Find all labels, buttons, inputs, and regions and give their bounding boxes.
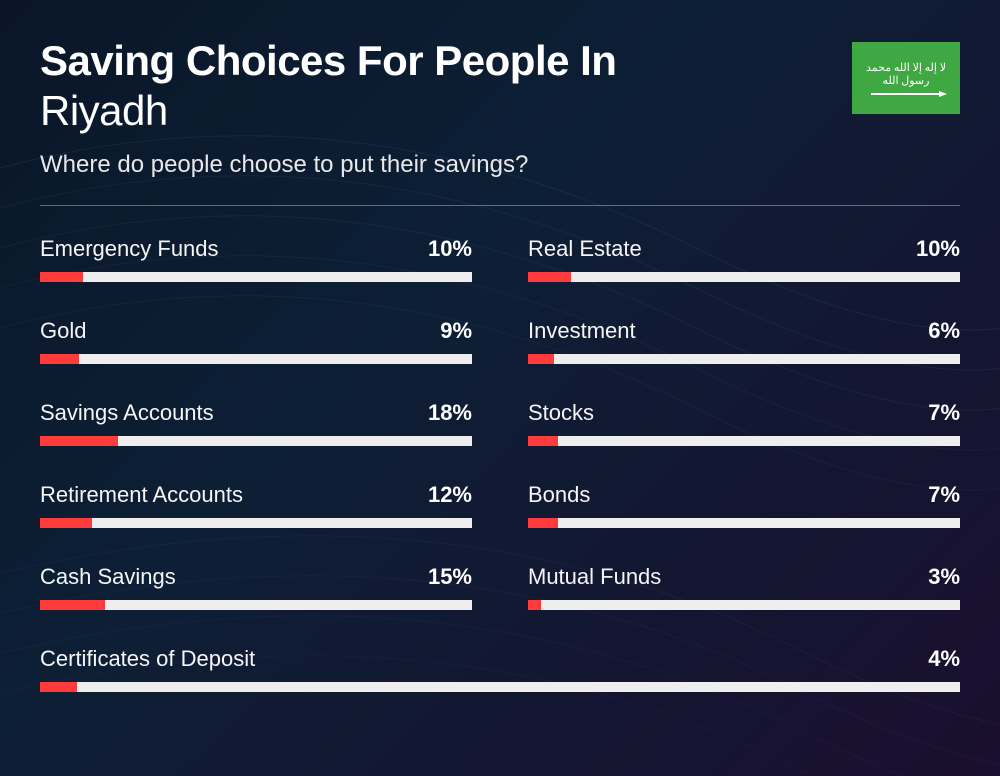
chart-item-value: 7% bbox=[928, 400, 960, 426]
chart-item: Investment 6% bbox=[528, 318, 960, 364]
bar-track bbox=[528, 436, 960, 446]
chart-item-value: 10% bbox=[916, 236, 960, 262]
chart-item: Mutual Funds 3% bbox=[528, 564, 960, 610]
flag-script: لا إله إلا الله محمد رسول الله bbox=[852, 61, 960, 87]
chart-item-label: Gold bbox=[40, 318, 86, 344]
chart-item-value: 12% bbox=[428, 482, 472, 508]
chart-item-head: Savings Accounts 18% bbox=[40, 400, 472, 426]
bar-fill bbox=[528, 518, 558, 528]
chart-item-head: Certificates of Deposit 4% bbox=[40, 646, 960, 672]
header: Saving Choices For People In Riyadh Wher… bbox=[40, 38, 960, 179]
chart-item-head: Emergency Funds 10% bbox=[40, 236, 472, 262]
chart-item-value: 4% bbox=[928, 646, 960, 672]
chart-item-label: Savings Accounts bbox=[40, 400, 214, 426]
chart-item-value: 3% bbox=[928, 564, 960, 590]
chart-item: Savings Accounts 18% bbox=[40, 400, 472, 446]
chart-item-value: 18% bbox=[428, 400, 472, 426]
chart-item-value: 7% bbox=[928, 482, 960, 508]
chart-item-value: 10% bbox=[428, 236, 472, 262]
chart-item-head: Stocks 7% bbox=[528, 400, 960, 426]
subtitle: Where do people choose to put their savi… bbox=[40, 151, 960, 179]
chart-item-label: Cash Savings bbox=[40, 564, 176, 590]
chart-item-value: 9% bbox=[440, 318, 472, 344]
chart-item-label: Real Estate bbox=[528, 236, 642, 262]
chart-grid: Emergency Funds 10% Real Estate 10% Gold 9% In… bbox=[40, 236, 960, 692]
chart-item-value: 6% bbox=[928, 318, 960, 344]
bar-track bbox=[40, 354, 472, 364]
chart-item: Emergency Funds 10% bbox=[40, 236, 472, 282]
chart-item: Certificates of Deposit 4% bbox=[40, 646, 960, 692]
bar-fill bbox=[40, 518, 92, 528]
bar-track bbox=[40, 600, 472, 610]
bar-track bbox=[40, 518, 472, 528]
bar-fill bbox=[528, 272, 571, 282]
chart-item-label: Investment bbox=[528, 318, 636, 344]
divider bbox=[40, 205, 960, 206]
chart-item: Bonds 7% bbox=[528, 482, 960, 528]
chart-item-label: Stocks bbox=[528, 400, 594, 426]
bar-track bbox=[40, 272, 472, 282]
chart-item-label: Certificates of Deposit bbox=[40, 646, 255, 672]
bar-track bbox=[40, 682, 960, 692]
bar-fill bbox=[40, 354, 79, 364]
bar-fill bbox=[40, 272, 83, 282]
title-line2: Riyadh bbox=[40, 86, 960, 136]
bar-track bbox=[528, 272, 960, 282]
bar-track bbox=[528, 518, 960, 528]
bar-track bbox=[528, 600, 960, 610]
chart-item-value: 15% bbox=[428, 564, 472, 590]
chart-item: Gold 9% bbox=[40, 318, 472, 364]
chart-item: Retirement Accounts 12% bbox=[40, 482, 472, 528]
chart-item-head: Mutual Funds 3% bbox=[528, 564, 960, 590]
bar-fill bbox=[40, 436, 118, 446]
chart-item-label: Mutual Funds bbox=[528, 564, 661, 590]
chart-item-label: Retirement Accounts bbox=[40, 482, 243, 508]
bar-fill bbox=[528, 600, 541, 610]
title-line1: Saving Choices For People In bbox=[40, 38, 960, 84]
bar-fill bbox=[40, 600, 105, 610]
chart-item-label: Emergency Funds bbox=[40, 236, 219, 262]
bar-track bbox=[40, 436, 472, 446]
infographic-content: Saving Choices For People In Riyadh Wher… bbox=[0, 0, 1000, 730]
chart-item-head: Bonds 7% bbox=[528, 482, 960, 508]
bar-fill bbox=[40, 682, 77, 692]
chart-item: Real Estate 10% bbox=[528, 236, 960, 282]
flag-saudi-arabia: لا إله إلا الله محمد رسول الله bbox=[852, 42, 960, 114]
bar-track bbox=[528, 354, 960, 364]
chart-item: Stocks 7% bbox=[528, 400, 960, 446]
chart-item-head: Retirement Accounts 12% bbox=[40, 482, 472, 508]
chart-item: Cash Savings 15% bbox=[40, 564, 472, 610]
chart-item-head: Investment 6% bbox=[528, 318, 960, 344]
chart-item-label: Bonds bbox=[528, 482, 590, 508]
chart-item-head: Gold 9% bbox=[40, 318, 472, 344]
bar-fill bbox=[528, 354, 554, 364]
chart-item-head: Real Estate 10% bbox=[528, 236, 960, 262]
flag-sword-icon bbox=[871, 93, 941, 95]
chart-item-head: Cash Savings 15% bbox=[40, 564, 472, 590]
bar-fill bbox=[528, 436, 558, 446]
